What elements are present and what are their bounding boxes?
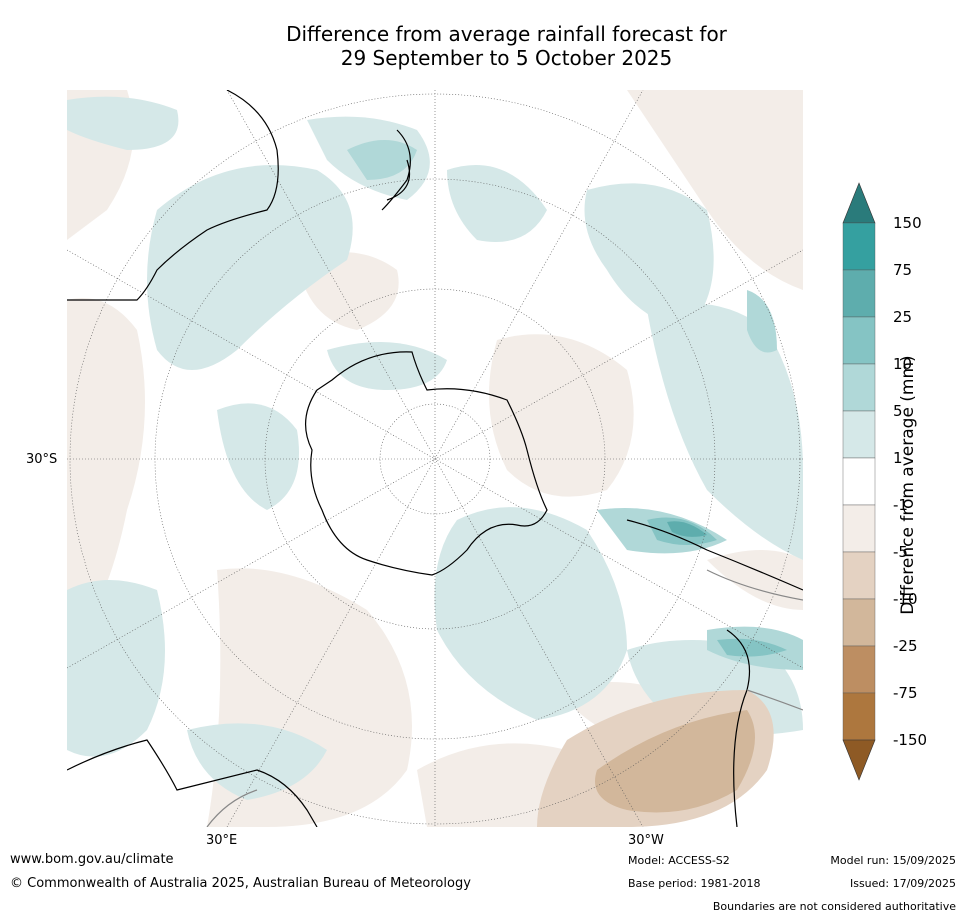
south-america-dry-area: [537, 690, 774, 827]
colorbar-tick-label: 5: [893, 402, 903, 420]
new-zealand-coastline: [381, 129, 411, 211]
colorbar-band: [842, 645, 876, 694]
colorbar-band: [842, 692, 876, 741]
footer-model-run: Model run: 15/09/2025: [830, 854, 956, 867]
above-average-very-high: [667, 521, 707, 537]
colorbar-tick-label: -150: [893, 731, 928, 749]
colorbar-band: [842, 363, 876, 412]
colorbar-band: [842, 316, 876, 365]
colorbar-tick-label: 150: [893, 214, 922, 232]
colorbar-band: [842, 598, 876, 647]
colorbar-band: [842, 504, 876, 553]
africa-coastline: [67, 739, 318, 827]
map-title: Difference from average rainfall forecas…: [0, 22, 965, 70]
map-canvas: [67, 90, 803, 827]
colorbar-tick-label: 25: [893, 308, 913, 326]
rainfall-map: [67, 90, 803, 827]
colorbar-tick-label: -25: [893, 637, 918, 655]
footer-copyright: © Commonwealth of Australia 2025, Austra…: [10, 876, 471, 891]
colorbar-band: [842, 457, 876, 506]
latitude-label-30s: 30°S: [26, 452, 58, 467]
footer-boundaries-note: Boundaries are not considered authoritat…: [712, 900, 956, 913]
colorbar: [840, 180, 960, 790]
longitude-label-30e: 30°E: [206, 833, 238, 848]
footer-model: Model: ACCESS-S2: [628, 854, 730, 867]
country-borders: [206, 569, 803, 827]
colorbar-title: Difference from average (mm): [898, 355, 918, 615]
footer-website[interactable]: www.bom.gov.au/climate: [10, 852, 174, 867]
colorbar-band: [842, 410, 876, 459]
colorbar-tick-label: -10: [893, 590, 918, 608]
australia-coastline: [67, 90, 279, 301]
colorbar-tick-label: -5: [893, 543, 908, 561]
antarctica-coastline: [304, 351, 548, 576]
above-average-areas: [67, 96, 803, 800]
colorbar-scale: [842, 182, 876, 781]
footer-issued: Issued: 17/09/2025: [849, 877, 956, 890]
colorbar-band: [842, 222, 876, 271]
colorbar-tick-label: 75: [893, 261, 913, 279]
colorbar-tick-label: -1: [893, 496, 908, 514]
title-line-1: Difference from average rainfall forecas…: [286, 22, 727, 46]
colorbar-tick-label: 10: [893, 355, 913, 373]
footer-base-period: Base period: 1981-2018: [628, 877, 761, 890]
south-america-coastline: [626, 519, 803, 827]
colorbar-band: [842, 551, 876, 600]
colorbar-tick-label: 1: [893, 449, 903, 467]
longitude-label-30w: 30°W: [628, 833, 664, 848]
graticule: [67, 90, 803, 827]
colorbar-band: [842, 269, 876, 318]
title-line-2: 29 September to 5 October 2025: [340, 46, 673, 70]
colorbar-tick-label: -75: [893, 684, 918, 702]
